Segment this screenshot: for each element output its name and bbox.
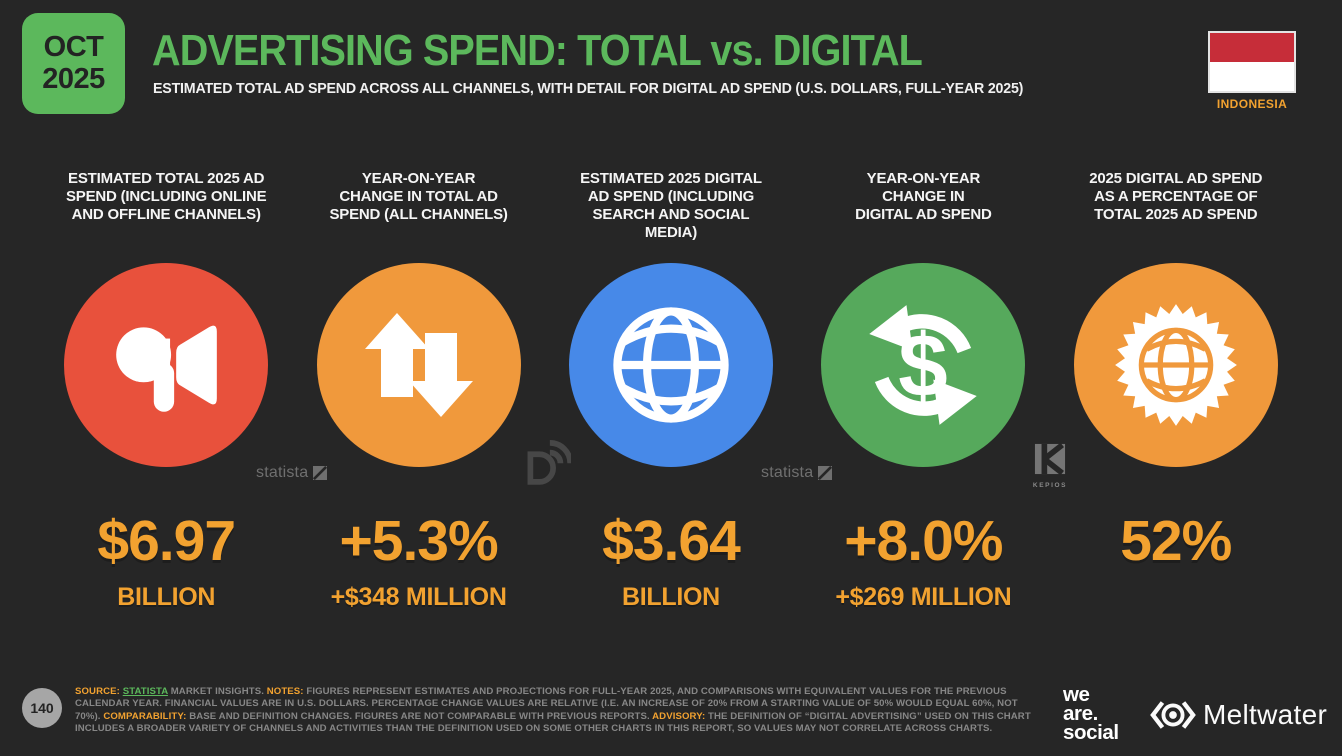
kpi-circle-blue	[568, 263, 773, 467]
svg-text:$: $	[899, 316, 948, 415]
kpi-column-digital-yoy-change: YEAR-ON-YEAR CHANGE IN DIGITAL AD SPEND …	[797, 170, 1049, 612]
globe-seal-icon	[1114, 304, 1237, 426]
notes-label: NOTES:	[266, 686, 307, 697]
kpi-circle-green: $	[821, 263, 1026, 467]
kpi-circle-red	[64, 263, 269, 467]
kpi-column-digital-share: 2025 DIGITAL AD SPEND AS A PERCENTAGE OF…	[1050, 170, 1302, 612]
statista-watermark: statista	[761, 464, 833, 482]
kepios-logo-icon	[1034, 442, 1066, 476]
source-notes: SOURCE: STATISTA MARKET INSIGHTS. NOTES:…	[75, 686, 1031, 735]
statista-logo-icon	[313, 466, 328, 480]
statista-link[interactable]: STATISTA	[122, 686, 168, 697]
kpi-value: +5.3%	[339, 509, 498, 573]
kpi-column-total-ad-spend: ESTIMATED TOTAL 2025 AD SPEND (INCLUDING…	[40, 170, 292, 612]
kpi-subvalue: +$269 MILLION	[835, 583, 1012, 611]
indonesia-flag	[1208, 31, 1296, 93]
kpi-header: 2025 DIGITAL AD SPEND AS A PERCENTAGE OF…	[1089, 170, 1263, 224]
date-year: 2025	[42, 62, 105, 95]
meltwater-logo: Meltwater	[1150, 697, 1327, 733]
kpi-subvalue: BILLION	[622, 583, 720, 611]
comparability-label: COMPARABILITY:	[103, 710, 190, 722]
flag-white-band	[1210, 62, 1294, 91]
kepios-logo-text: KEPIOS	[1032, 482, 1068, 489]
flag-red-band	[1210, 33, 1294, 62]
kpi-header: ESTIMATED TOTAL 2025 AD SPEND (INCLUDING…	[65, 170, 267, 224]
meltwater-logo-text: Meltwater	[1203, 699, 1328, 730]
kpi-column-total-yoy-change: YEAR-ON-YEAR CHANGE IN TOTAL AD SPEND (A…	[292, 170, 544, 612]
kpi-column-digital-ad-spend: ESTIMATED 2025 DIGITAL AD SPEND (INCLUDI…	[545, 170, 797, 612]
kpi-value: +8.0%	[844, 509, 1003, 573]
page-title: ADVERTISING SPEND: TOTAL vs. DIGITAL	[152, 26, 923, 75]
country-label: INDONESIA	[1216, 97, 1288, 111]
kpi-circle-orange	[316, 263, 521, 467]
kpi-circle-orange-2	[1073, 263, 1278, 467]
kpi-header: ESTIMATED 2025 DIGITAL AD SPEND (INCLUDI…	[580, 170, 762, 242]
kpi-subvalue: +$348 MILLION	[330, 583, 507, 611]
statista-logo-icon	[818, 466, 833, 480]
globe-icon	[613, 307, 729, 423]
kpi-columns: ESTIMATED TOTAL 2025 AD SPEND (INCLUDING…	[40, 170, 1302, 612]
kpi-subvalue: BILLION	[117, 583, 216, 611]
dollar-sync-icon: $	[869, 305, 978, 425]
page-subtitle: ESTIMATED TOTAL AD SPEND ACROSS ALL CHAN…	[153, 81, 1024, 97]
kpi-header: YEAR-ON-YEAR CHANGE IN TOTAL AD SPEND (A…	[329, 170, 508, 224]
statista-watermark: statista	[256, 464, 328, 482]
kpi-value: 52%	[1120, 509, 1232, 573]
megaphone-icon	[116, 325, 218, 412]
up-down-arrows-icon	[364, 313, 473, 417]
datareportal-logo-icon	[519, 438, 574, 495]
kepios-logo: KEPIOS	[1030, 442, 1070, 489]
kpi-value: $6.97	[97, 509, 236, 573]
meltwater-eye-icon	[1150, 701, 1196, 729]
page-number-badge: 140	[22, 688, 62, 728]
we-are-social-logo: we are. social	[1063, 683, 1119, 745]
source-label: SOURCE:	[75, 686, 123, 697]
date-month: OCT	[43, 31, 104, 64]
date-badge: OCT 2025	[22, 13, 125, 114]
advisory-label: ADVISORY:	[652, 710, 709, 722]
kpi-value: $3.64	[602, 509, 741, 573]
kpi-header: YEAR-ON-YEAR CHANGE IN DIGITAL AD SPEND	[855, 170, 992, 224]
